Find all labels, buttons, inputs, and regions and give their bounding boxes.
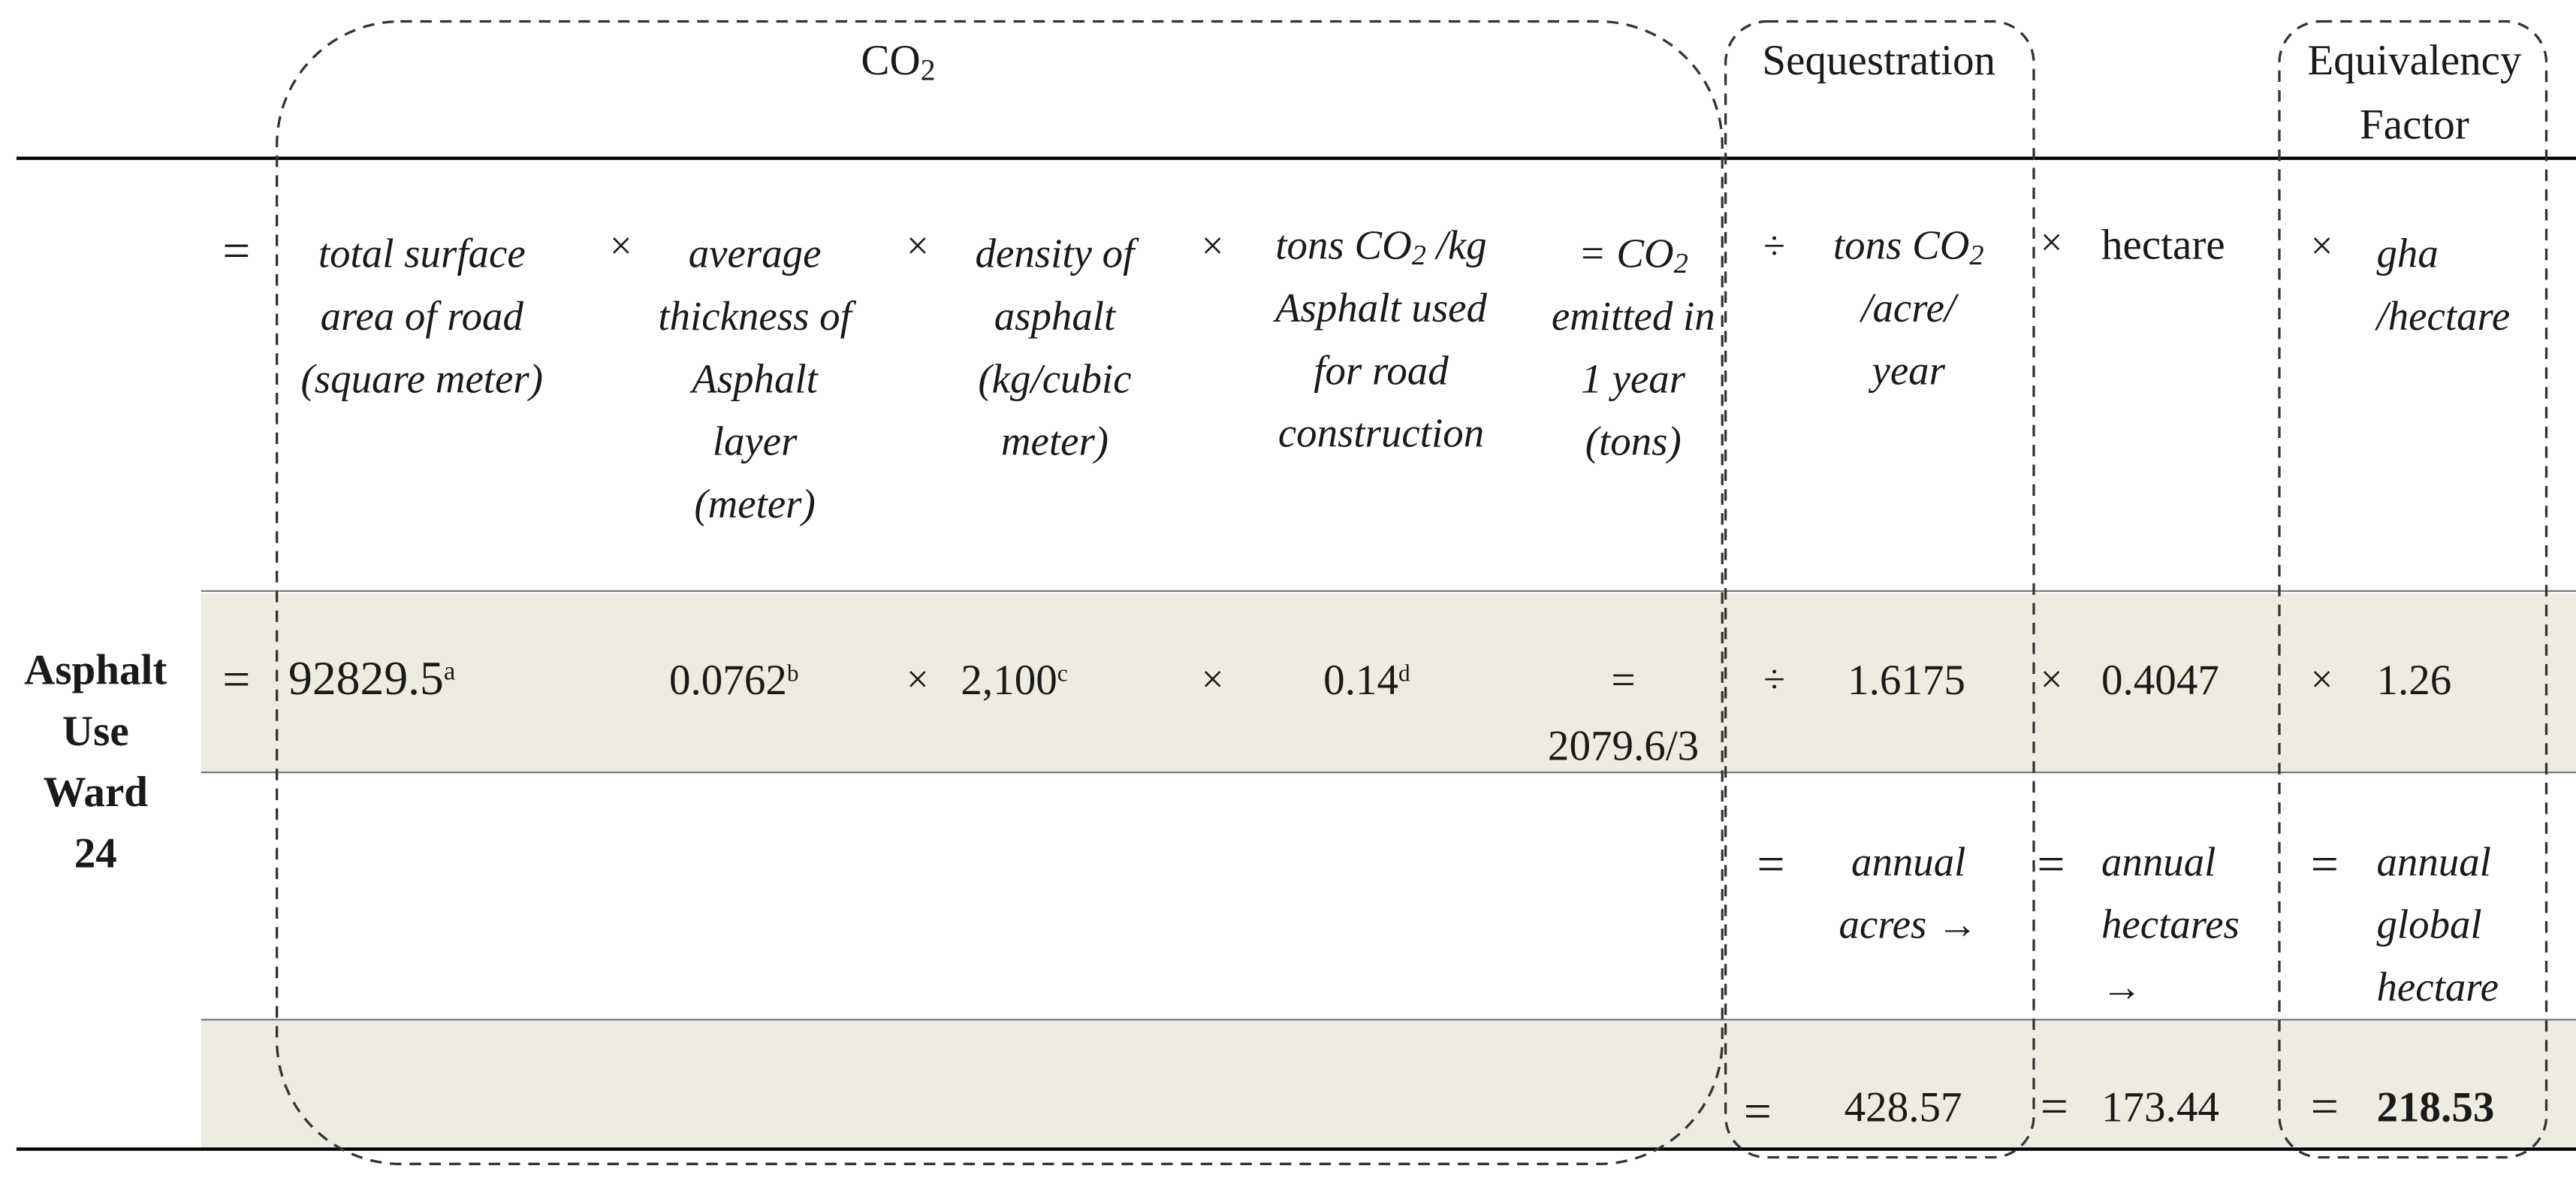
equals-operator: =	[2310, 1080, 2339, 1134]
times-operator: ×	[2040, 222, 2063, 266]
times-operator: ×	[1201, 225, 1224, 269]
sequestration-group-header: Sequestration	[1762, 36, 1996, 84]
times-operator: ×	[2310, 659, 2333, 702]
gha-value: 1.26	[2376, 656, 2452, 705]
co2-emitted-value: 2079.6/3	[1547, 722, 1700, 770]
acres-result: 428.57	[1844, 1083, 1962, 1131]
thickness-value: 0.0762b	[668, 656, 799, 705]
tons-co2-per-kg-label: tons CO2 /kg Asphalt used for road const…	[1275, 224, 1487, 457]
sequestration-group-outline	[1724, 20, 2035, 1159]
density-value: 2,100c	[961, 656, 1068, 705]
co2-group-header: CO2	[861, 36, 936, 87]
times-operator: ×	[2310, 225, 2333, 269]
density-label: density of asphalt (kg/cubic meter)	[975, 232, 1135, 465]
equals-operator: =	[2037, 837, 2065, 893]
header-rule	[16, 156, 2576, 159]
sequestration-rate-label: tons CO2 /acre/ year	[1832, 224, 1984, 394]
results-row-band	[201, 1020, 2576, 1148]
times-operator: ×	[609, 225, 632, 269]
times-operator: ×	[1201, 659, 1224, 702]
times-operator: ×	[906, 225, 929, 269]
co2-emitted-label: = CO2 emitted in 1 year (tons)	[1551, 232, 1715, 465]
tons-co2-value: 0.14d	[1323, 656, 1410, 705]
divide-operator: ÷	[1763, 659, 1786, 702]
sequestration-value: 1.6175	[1848, 656, 1965, 705]
annual-gha-label: annual global hectare	[2376, 841, 2499, 1011]
gha-result: 218.53	[2376, 1083, 2495, 1131]
row-label: Asphalt Use Ward 24	[24, 646, 167, 877]
row-divider	[201, 772, 2576, 774]
annual-acres-label: annual acres →	[1838, 841, 1978, 948]
equals-operator: =	[222, 224, 251, 279]
times-operator: ×	[906, 659, 929, 702]
equals-operator: =	[2310, 837, 2339, 893]
hectares-result: 173.44	[2101, 1083, 2219, 1131]
bottom-rule	[16, 1147, 2576, 1150]
gha-per-hectare-label: gha /hectare	[2376, 232, 2511, 340]
hectare-value: 0.4047	[2101, 656, 2219, 705]
annual-hectares-label: annual hectares →	[2101, 841, 2240, 1011]
divide-operator: ÷	[1763, 225, 1786, 269]
equals-operator: =	[1757, 837, 1785, 893]
equivalency-group-header-line2: Factor	[2360, 100, 2469, 149]
thickness-label: average thickness of Asphalt layer (mete…	[658, 232, 852, 528]
equals-operator: =	[2040, 1080, 2068, 1134]
surface-area-label: total surface area of road (square meter…	[300, 232, 544, 403]
surface-area-value: 92829.5a	[288, 653, 456, 706]
equivalency-group-header-line1: Equivalency	[2307, 36, 2522, 84]
equals-operator: =	[222, 653, 251, 708]
row-divider	[201, 590, 2576, 592]
co2-group-outline	[276, 20, 1724, 1165]
times-operator: ×	[2040, 659, 2063, 702]
equals-operator: =	[1611, 656, 1636, 705]
equals-operator: =	[1743, 1084, 1772, 1140]
hectare-label: hectare	[2101, 221, 2225, 269]
